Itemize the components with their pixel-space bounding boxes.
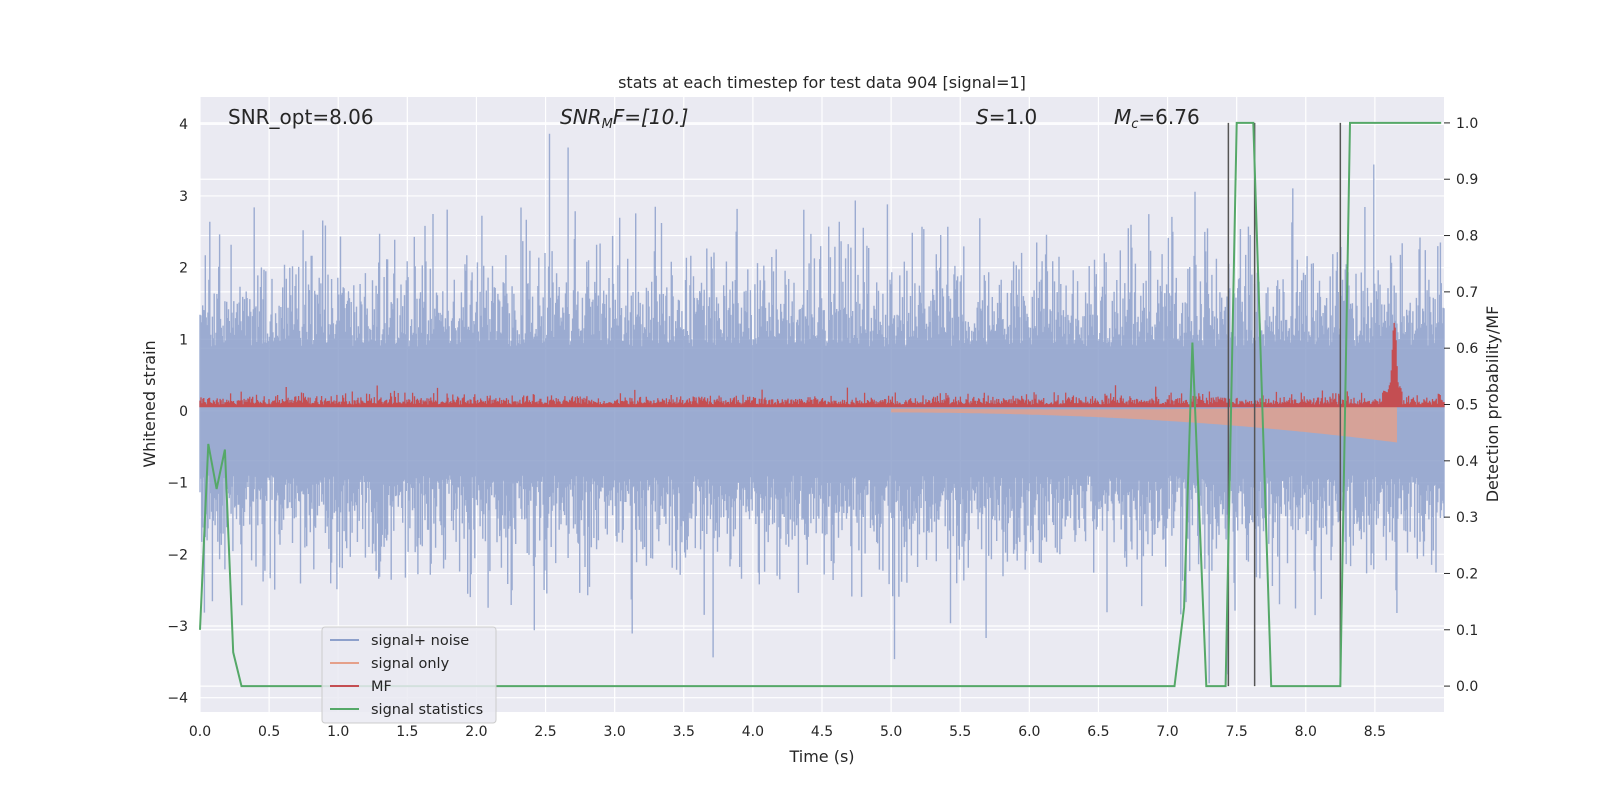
y2-tick-label: 0.6 [1456,341,1478,357]
signal-statistics-series [199,121,1442,688]
y-tick-label: 3 [179,189,188,205]
annotation-snr-opt: SNR_opt=8.06 [228,105,374,129]
y-tick-label: −3 [167,619,188,635]
mf-series [199,322,1445,408]
y-tick-label: −1 [167,476,188,492]
legend-label-signal-statistics: signal statistics [371,702,483,718]
y-tick-label: −4 [167,691,188,707]
x-tick-label: 1.5 [396,724,418,740]
x-tick-label: 7.5 [1226,724,1248,740]
y2-axis-label: Detection probability/MF [1483,306,1502,503]
y2-tick-label: 0.3 [1456,510,1478,526]
chart-title: stats at each timestep for test data 904… [618,73,1026,92]
x-tick-label: 8.0 [1295,724,1317,740]
x-tick-label: 5.0 [880,724,902,740]
y2-tick-label: 1.0 [1456,116,1478,132]
y2-tick-label: 0.1 [1456,623,1478,639]
x-tick-label: 7.0 [1156,724,1178,740]
tick-layer: 0.0 0.5 1.0 1.5 2.0 2.5 3.0 3.5 4.0 4.5 5.0 5.5 6.0 6… [167,116,1478,740]
y2-tick-label: 0.7 [1456,285,1478,301]
legend-label-signal-noise: signal+ noise [371,633,469,649]
legend: signal+ noise signal only MF signal stat… [321,626,497,724]
x-tick-label: 0.0 [189,724,211,740]
y2-tick-label: 0.5 [1456,398,1478,414]
y2-tick-label: 0.9 [1456,172,1478,188]
y-axis-label: Whitened strain [140,340,159,467]
y2-tick-label: 0.0 [1456,679,1478,695]
x-tick-label: 3.5 [673,724,695,740]
y-tick-label: 1 [179,332,188,348]
x-tick-label: 2.0 [465,724,487,740]
x-tick-label: 6.5 [1087,724,1109,740]
x-tick-label: 4.5 [811,724,833,740]
annotation-s: S=1.0 [976,105,1037,129]
signal-statistics-line [199,121,1442,688]
x-axis-label: Time (s) [788,747,854,766]
signal-only-series [891,404,1397,443]
x-tick-label: 6.0 [1018,724,1040,740]
legend-box [321,626,497,724]
x-tick-label: 2.5 [534,724,556,740]
y-tick-label: 2 [179,261,188,277]
x-tick-label: 0.5 [258,724,280,740]
y2-tick-label: 0.2 [1456,566,1478,582]
y-tick-label: −2 [167,547,188,563]
y-tick-label: 4 [179,117,188,133]
y-tick-label: 0 [179,404,188,420]
legend-label-signal-only: signal only [371,656,450,672]
y2-tick-label: 0.8 [1456,229,1478,245]
x-tick-label: 3.0 [604,724,626,740]
annotation-mc: Mc=6.76 [1114,105,1200,132]
x-tick-label: 5.5 [949,724,971,740]
legend-label-mf: MF [371,679,392,695]
signal-only-envelope [891,404,1397,443]
x-tick-label: 4.0 [742,724,764,740]
mf-trace [199,322,1445,408]
y2-tick-label: 0.4 [1456,454,1478,470]
annotation-snr-mf: SNRMF=[10.] [560,105,688,132]
x-tick-label: 1.0 [327,724,349,740]
x-tick-label: 8.5 [1364,724,1386,740]
